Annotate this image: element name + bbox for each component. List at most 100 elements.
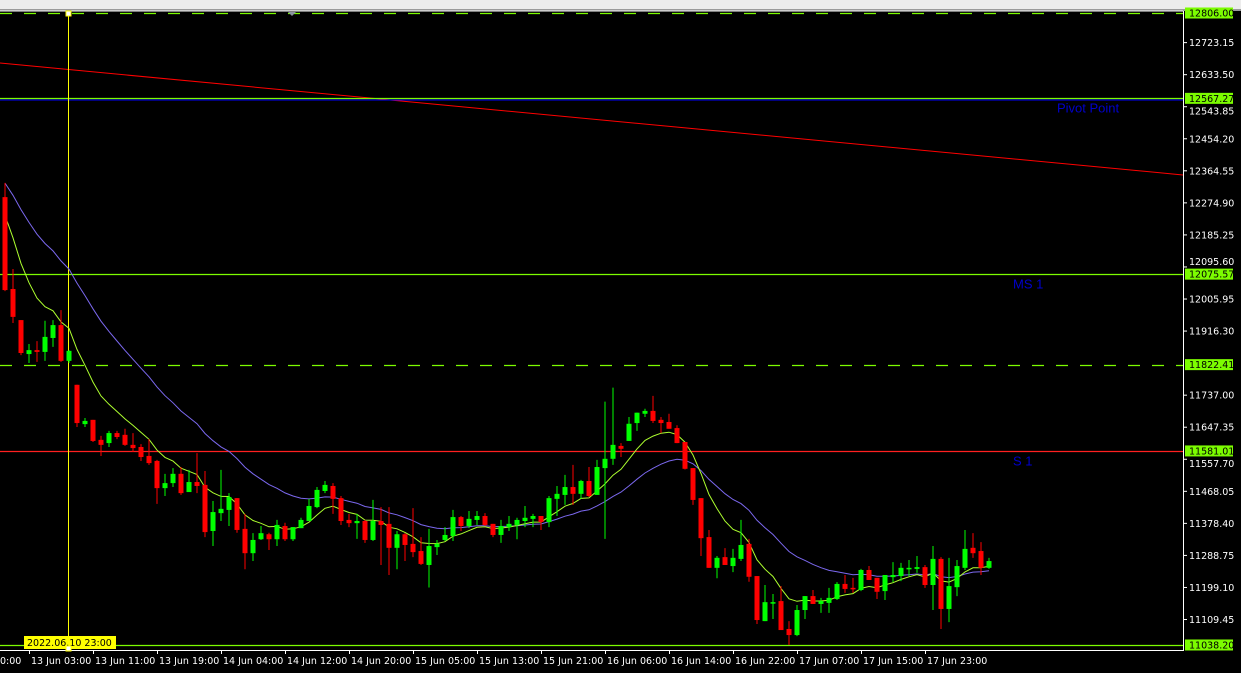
trendline[interactable] [0, 62, 1183, 176]
candle[interactable] [122, 428, 128, 446]
candle[interactable] [930, 546, 936, 611]
candle[interactable] [114, 430, 120, 440]
chart-shift-marker-icon[interactable] [288, 12, 296, 16]
candle[interactable] [746, 538, 752, 582]
candle[interactable] [106, 430, 112, 448]
candle[interactable] [650, 395, 656, 424]
candle[interactable] [754, 576, 760, 624]
candle[interactable] [298, 517, 304, 529]
candle[interactable] [978, 542, 984, 575]
candle[interactable] [250, 533, 256, 562]
candle[interactable] [178, 467, 184, 495]
candle[interactable] [426, 528, 432, 588]
candle[interactable] [642, 408, 648, 417]
candle[interactable] [74, 384, 80, 427]
candle[interactable] [570, 464, 576, 505]
candle[interactable] [866, 566, 872, 580]
candle[interactable] [530, 513, 536, 528]
plot-area[interactable]: Pivot Point MS 1 S 1 MS 2 [0, 11, 1183, 663]
candle[interactable] [290, 527, 296, 542]
candle[interactable] [770, 593, 776, 619]
candle[interactable] [762, 585, 768, 622]
candle[interactable] [938, 557, 944, 629]
candle[interactable] [322, 480, 328, 494]
candle[interactable] [850, 577, 856, 593]
candle[interactable] [706, 529, 712, 568]
candle[interactable] [682, 442, 688, 470]
candle[interactable] [266, 532, 272, 550]
candle[interactable] [442, 527, 448, 542]
candle[interactable] [674, 425, 680, 444]
candle[interactable] [34, 341, 40, 362]
candle[interactable] [658, 416, 664, 434]
candle[interactable] [690, 468, 696, 505]
candle[interactable] [10, 268, 16, 323]
candle[interactable] [834, 582, 840, 601]
candle[interactable] [226, 493, 232, 527]
candle[interactable] [618, 443, 624, 458]
candle[interactable] [954, 559, 960, 597]
candle[interactable] [498, 519, 504, 543]
candle[interactable] [338, 495, 344, 525]
candle[interactable] [218, 469, 224, 522]
candle[interactable] [2, 182, 8, 292]
candle[interactable] [986, 557, 992, 569]
candle[interactable] [970, 533, 976, 558]
candle[interactable] [786, 621, 792, 646]
candle[interactable] [730, 548, 736, 573]
candle[interactable] [594, 459, 600, 495]
candle[interactable] [90, 419, 96, 443]
candle[interactable] [946, 557, 952, 623]
candle[interactable] [586, 467, 592, 498]
candle[interactable] [450, 509, 456, 542]
candle[interactable] [458, 516, 464, 532]
candle[interactable] [306, 498, 312, 522]
candle[interactable] [802, 596, 808, 619]
candle[interactable] [722, 548, 728, 565]
candle[interactable] [138, 444, 144, 461]
candle[interactable] [546, 495, 552, 528]
candle[interactable] [482, 513, 488, 527]
candle[interactable] [602, 401, 608, 539]
candle[interactable] [346, 513, 352, 528]
candle[interactable] [362, 519, 368, 543]
candle[interactable] [554, 485, 560, 517]
candle[interactable] [274, 519, 280, 547]
candle[interactable] [626, 416, 632, 441]
candle[interactable] [490, 523, 496, 538]
candle[interactable] [378, 507, 384, 565]
candle[interactable] [882, 574, 888, 601]
candle[interactable] [18, 320, 24, 356]
crosshair-handle-top[interactable] [65, 10, 72, 17]
candle[interactable] [522, 505, 528, 528]
candle[interactable] [202, 470, 208, 538]
candle[interactable] [898, 562, 904, 582]
candle[interactable] [818, 597, 824, 613]
candle[interactable] [826, 587, 832, 613]
candle[interactable] [58, 310, 64, 362]
candle[interactable] [394, 531, 400, 570]
candle[interactable] [634, 412, 640, 431]
candle[interactable] [154, 459, 160, 504]
candle[interactable] [258, 526, 264, 540]
candle[interactable] [778, 586, 784, 631]
candle[interactable] [962, 529, 968, 570]
candle[interactable] [914, 556, 920, 573]
candle[interactable] [410, 508, 416, 558]
candle[interactable] [434, 539, 440, 555]
candle[interactable] [738, 519, 744, 562]
candle[interactable] [330, 483, 336, 514]
candle[interactable] [810, 590, 816, 604]
candle[interactable] [874, 577, 880, 599]
candle[interactable] [210, 500, 216, 547]
candle[interactable] [162, 473, 168, 496]
candle[interactable] [514, 517, 520, 540]
candle[interactable] [610, 387, 616, 465]
candle[interactable] [282, 522, 288, 542]
candle[interactable] [890, 562, 896, 583]
candle[interactable] [146, 439, 152, 465]
candle[interactable] [794, 605, 800, 637]
candle[interactable] [186, 469, 192, 493]
candle[interactable] [562, 474, 568, 505]
